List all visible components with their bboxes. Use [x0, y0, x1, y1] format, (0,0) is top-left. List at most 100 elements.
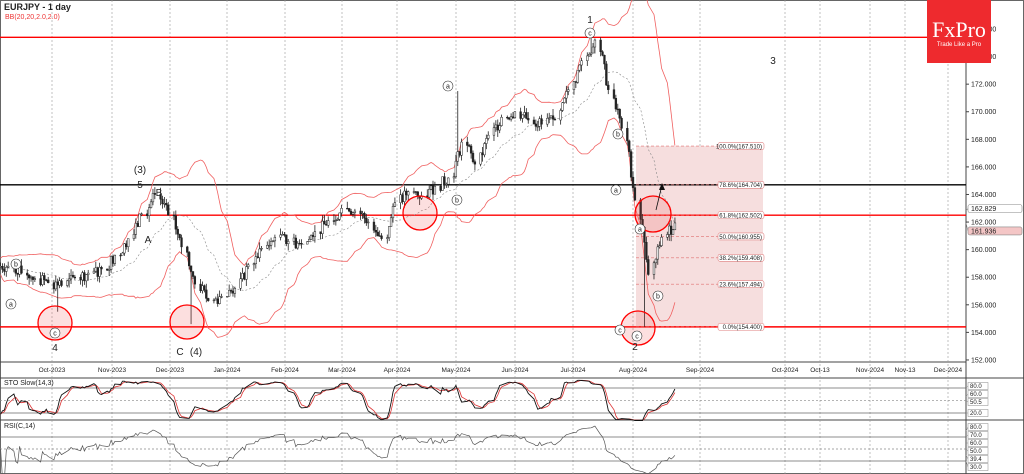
circled-wave-label: a — [446, 84, 450, 91]
price-bar-body — [399, 194, 402, 204]
price-bar-body — [113, 254, 117, 264]
price-bar-body — [458, 151, 461, 156]
price-bar-body — [429, 185, 433, 190]
price-bar-body — [151, 193, 155, 203]
circled-wave-marker — [10, 258, 22, 270]
logo-brand: FxPro — [932, 17, 986, 42]
price-bar-body — [241, 273, 244, 280]
price-bar-body — [671, 229, 675, 235]
price-bar-body — [588, 54, 591, 57]
sto-level-label: 50.5 — [970, 400, 982, 406]
rsi-level-connector — [965, 426, 969, 432]
price-bar-body — [311, 234, 315, 237]
price-bar-body — [336, 219, 339, 221]
price-bar-body — [296, 242, 299, 249]
x-tick-label: Oct-2023 — [39, 367, 66, 374]
price-bar-body — [359, 210, 362, 214]
price-bar-body — [193, 276, 197, 285]
y-tick-label: 160.000 — [971, 247, 996, 254]
price-bar-body — [589, 52, 593, 55]
price-bar-body — [167, 204, 170, 216]
price-bar-body — [26, 272, 29, 276]
price-bar-body — [654, 258, 658, 264]
price-bar-body — [536, 126, 539, 128]
price-bar-body — [123, 243, 126, 254]
price-bar-body — [386, 237, 389, 239]
price-bar-body — [306, 241, 309, 245]
price-bar-body — [532, 119, 536, 125]
price-bar-body — [500, 117, 503, 126]
price-bar-body — [228, 290, 231, 297]
price-bar-body — [538, 118, 541, 127]
sto-label: STO Slow(14,3) — [4, 380, 54, 387]
y-tick-label: 168.000 — [971, 137, 996, 144]
price-bar-body — [87, 272, 90, 275]
price-bar-body — [658, 245, 661, 248]
circled-wave-marker — [612, 128, 624, 140]
price-bar-body — [285, 234, 288, 244]
price-bar-body — [580, 60, 583, 66]
circled-wave-label: c — [588, 31, 592, 38]
price-bar-body — [616, 108, 619, 111]
price-bar-body — [96, 267, 99, 277]
price-bar-body — [199, 283, 202, 291]
price-bar-body — [572, 81, 576, 90]
price-bar-body — [473, 161, 477, 165]
price-bar-body — [43, 275, 46, 281]
rsi-level-label: 80.0 — [970, 425, 982, 431]
rsi-level-connector — [965, 455, 969, 460]
price-bar-body — [313, 231, 317, 237]
price-bar-body — [561, 102, 564, 111]
price-bar-body — [292, 237, 296, 242]
y-tick-label: 162.000 — [971, 220, 996, 227]
price-bar-body — [108, 269, 111, 271]
rsi-label: RSI(C,14) — [4, 423, 36, 430]
price-bar-body — [376, 231, 379, 236]
x-tick-label: Mar-2024 — [328, 367, 356, 374]
sto-level-box — [967, 409, 989, 417]
price-bar-body — [229, 290, 233, 292]
wave-label: 1 — [587, 15, 593, 26]
price-bar-body — [454, 160, 458, 177]
price-bar-body — [527, 118, 530, 121]
price-bar-body — [460, 141, 463, 156]
price-bar-body — [125, 243, 128, 248]
price-bar-body — [52, 282, 56, 290]
rsi-level-box — [967, 447, 989, 455]
x-tick-label: Oct-13 — [810, 367, 830, 374]
price-bar-body — [456, 151, 459, 162]
price-bar-body — [180, 237, 183, 248]
price-bar-body — [508, 117, 511, 120]
price-bar-body — [252, 263, 256, 266]
price-bar-body — [136, 223, 139, 227]
rsi-level-box — [967, 431, 989, 439]
price-bar-body — [483, 143, 486, 156]
price-bar-body — [216, 298, 219, 304]
fib-level-label: 50.0%(160.955) — [719, 235, 762, 241]
fib-label-box — [717, 142, 765, 150]
rsi-level-label: 50.0 — [970, 449, 982, 455]
price-bar-body — [271, 240, 275, 242]
bollinger-label: BB(20,20,2.0,2.0) — [5, 14, 60, 21]
circled-wave-label: b — [656, 294, 660, 301]
price-bar-body — [79, 276, 82, 281]
price-bar-body — [98, 267, 101, 277]
price-bar-body — [431, 185, 435, 195]
rsi-level-box — [967, 423, 989, 431]
price-bar-body — [471, 152, 475, 162]
rsi-level-connector — [965, 434, 969, 438]
price-bar-body — [127, 238, 130, 248]
rsi-level-box — [967, 455, 989, 463]
price-bar-body — [31, 276, 35, 280]
x-tick-label: Dec-2023 — [156, 367, 185, 374]
price-bar-body — [439, 185, 442, 191]
wave-label: A — [145, 235, 152, 246]
price-bar-body — [273, 236, 277, 242]
price-bar-body — [363, 213, 366, 219]
price-bar-body — [546, 118, 549, 125]
circled-wave-label: b — [455, 198, 459, 205]
price-bar-body — [191, 271, 195, 277]
fib-level-label: 78.6%(164.704) — [719, 183, 762, 189]
price-bar-body — [161, 198, 164, 205]
